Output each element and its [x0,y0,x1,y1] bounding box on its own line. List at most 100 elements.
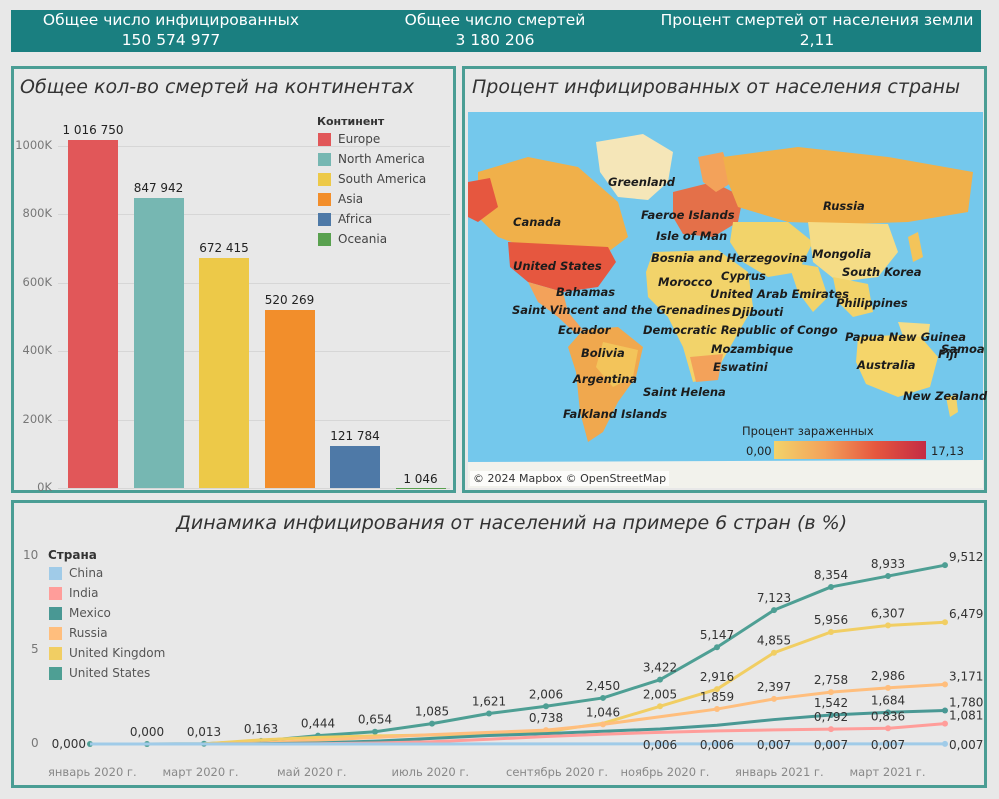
new-zealand-shape[interactable] [946,395,958,417]
map-label-argentina[interactable]: Argentina [573,372,638,386]
greenland-shape[interactable] [596,134,673,200]
bar-europe[interactable] [68,140,118,488]
africa-shape[interactable] [646,250,753,382]
point-china[interactable] [771,740,777,747]
australia-shape[interactable] [856,334,938,397]
country-legend-item-united-kingdom[interactable]: United Kingdom [49,646,165,660]
map-label-united-states[interactable]: United States [513,259,602,273]
map-label-isle-of-man[interactable]: Isle of Man [656,229,728,243]
point-russia[interactable] [714,706,720,713]
point-russia[interactable] [600,721,606,728]
point-united-kingdom[interactable] [657,703,663,710]
map-label-djibouti[interactable]: Djibouti [732,305,784,319]
point-united-states[interactable] [885,573,891,580]
japan-shape[interactable] [908,232,923,262]
map-label-russia[interactable]: Russia [823,199,865,213]
country-legend-item-india[interactable]: India [49,586,98,600]
point-mexico[interactable] [885,709,891,716]
legend-item-south-america[interactable]: South America [318,172,426,186]
bar-oceania[interactable] [395,487,446,489]
china-shape[interactable] [808,222,898,282]
point-russia[interactable] [885,684,891,691]
india-shape[interactable] [788,262,828,312]
point-china[interactable] [885,740,891,747]
map-label-canada[interactable]: Canada [513,215,562,229]
russia-shape[interactable] [723,147,973,224]
alaska-shape[interactable] [468,178,498,222]
point-united-kingdom[interactable] [828,629,834,636]
map-label-saint-helena[interactable]: Saint Helena [643,385,726,399]
map-label-fiji[interactable]: Fiji [938,347,958,361]
south-africa-shape[interactable] [690,354,723,382]
point-russia[interactable] [942,681,948,688]
point-united-kingdom[interactable] [942,619,948,626]
point-india[interactable] [828,726,834,733]
map-label-new-zealand[interactable]: New Zealand [903,389,988,403]
point-united-states[interactable] [543,703,549,710]
map-label-united-arab-emirates[interactable]: United Arab Emirates [710,287,849,301]
map-label-saint-vincent-and-the-grenadines[interactable]: Saint Vincent and the Grenadines [512,303,731,317]
bar-north-america[interactable] [133,198,184,488]
map-attribution[interactable]: © 2024 Mapbox © OpenStreetMap [470,471,670,486]
point-united-states[interactable] [771,607,777,614]
point-india[interactable] [885,725,891,732]
point-mexico[interactable] [828,712,834,719]
point-united-kingdom[interactable] [771,649,777,656]
map-label-bolivia[interactable]: Bolivia [581,346,625,360]
bar-south-america[interactable] [199,258,249,488]
country-legend-item-china[interactable]: China [49,566,103,580]
map-label-bahamas[interactable]: Bahamas [556,285,616,299]
legend-item-north-america[interactable]: North America [318,152,425,166]
europe-shape[interactable] [673,182,743,237]
brazil-shape[interactable] [596,342,638,387]
map-label-papua-new-guinea[interactable]: Papua New Guinea [845,330,967,344]
point-russia[interactable] [828,689,834,696]
map-label-greenland[interactable]: Greenland [608,175,676,189]
united-states-shape[interactable] [508,242,616,292]
point-united-states[interactable] [942,562,948,569]
southeast-asia-shape[interactable] [833,277,873,317]
point-united-states[interactable] [486,710,492,717]
legend-item-africa[interactable]: Africa [318,212,372,226]
point-united-kingdom[interactable] [714,686,720,693]
point-united-states[interactable] [600,694,606,701]
point-india[interactable] [942,720,948,727]
map-label-falkland-islands[interactable]: Falkland Islands [563,407,668,421]
point-china[interactable] [828,740,834,747]
point-united-states[interactable] [372,728,378,735]
map-label-faeroe-islands[interactable]: Faeroe Islands [641,208,735,222]
map-label-samoa[interactable]: Samoa [941,342,985,356]
map-label-morocco[interactable]: Morocco [658,275,713,289]
papua-shape[interactable] [898,322,930,337]
legend-item-oceania[interactable]: Oceania [318,232,387,246]
country-legend-item-mexico[interactable]: Mexico [49,606,111,620]
point-united-states[interactable] [429,720,435,727]
map-label-bosnia-and-herzegovina[interactable]: Bosnia and Herzegovina [651,251,808,265]
map-label-democratic-republic-of-congo[interactable]: Democratic Republic of Congo [643,323,838,337]
point-mexico[interactable] [942,707,948,714]
point-united-kingdom[interactable] [885,622,891,629]
point-united-states[interactable] [828,583,834,590]
legend-item-europe[interactable]: Europe [318,132,380,146]
country-legend-item-united-states[interactable]: United States [49,666,150,680]
point-united-states[interactable] [714,644,720,651]
mexico-shape[interactable] [528,282,583,334]
map-label-mozambique[interactable]: Mozambique [711,342,794,356]
point-united-states[interactable] [657,676,663,683]
legend-item-asia[interactable]: Asia [318,192,363,206]
country-legend-item-russia[interactable]: Russia [49,626,108,640]
map-label-australia[interactable]: Australia [857,358,916,372]
bar-asia[interactable] [264,310,315,488]
map-label-cyprus[interactable]: Cyprus [721,269,766,283]
map-label-mongolia[interactable]: Mongolia [812,247,872,261]
point-russia[interactable] [771,695,777,702]
canada-shape[interactable] [478,157,628,252]
bar-africa[interactable] [330,446,380,488]
world-map[interactable] [468,112,983,488]
point-russia[interactable] [543,727,549,734]
map-label-philippines[interactable]: Philippines [836,296,908,310]
map-label-ecuador[interactable]: Ecuador [558,323,611,337]
point-china[interactable] [657,740,663,747]
map-label-eswatini[interactable]: Eswatini [713,360,768,374]
map-label-south-korea[interactable]: South Korea [842,265,922,279]
